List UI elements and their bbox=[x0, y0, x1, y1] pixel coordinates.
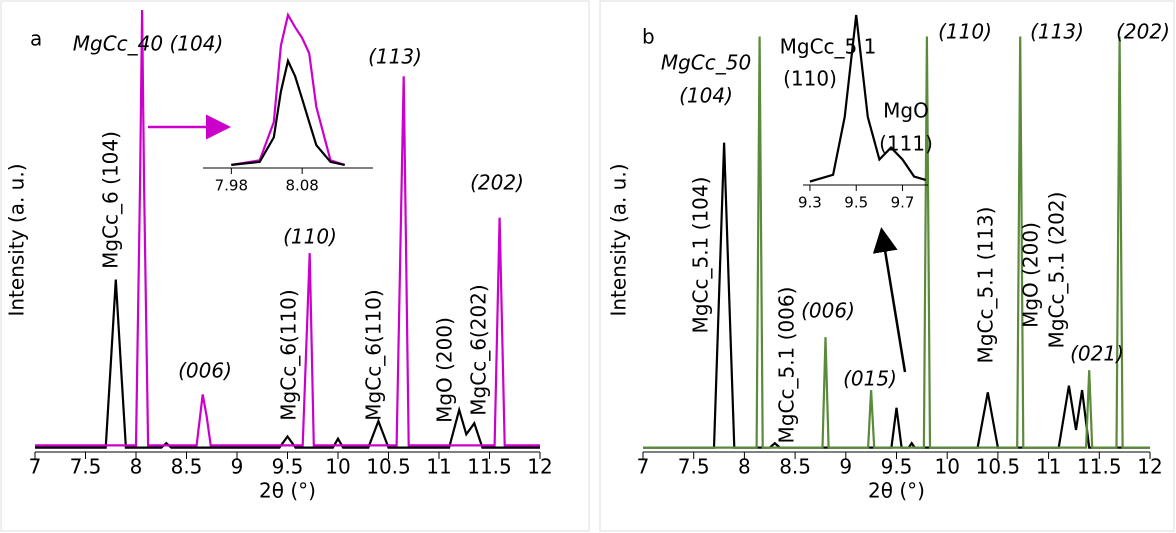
x-tick-label: 12 bbox=[1137, 455, 1162, 479]
x-tick-label: 7.5 bbox=[70, 455, 102, 479]
annotation: MgO bbox=[883, 99, 929, 123]
annotation: MgCc_6(110) bbox=[362, 289, 386, 420]
annotation: (006) bbox=[178, 359, 232, 383]
panel-frame bbox=[0, 0, 590, 532]
x-tick-label: 8.5 bbox=[171, 455, 203, 479]
annotation: MgCc_6(110) bbox=[277, 289, 301, 420]
pattern-line bbox=[35, 9, 540, 447]
annotation: (015) bbox=[843, 367, 897, 391]
arrow bbox=[872, 227, 907, 373]
annotation: MgCc_6 (104) bbox=[99, 131, 123, 269]
annotation: (202) bbox=[1116, 20, 1170, 44]
annotation: MgCc_40 (104) bbox=[73, 32, 224, 56]
annotation: (006) bbox=[801, 299, 855, 323]
x-tick-label: 9 bbox=[839, 455, 852, 479]
pattern-line bbox=[231, 12, 346, 166]
annotation: MgCc_5.1 (113) bbox=[974, 207, 998, 364]
x-tick-label: 9.5 bbox=[272, 455, 304, 479]
x-tick-label: 12 bbox=[527, 455, 552, 479]
x-axis-label: 2θ (°) bbox=[868, 479, 925, 503]
annotation: MgO (200) bbox=[1019, 222, 1043, 328]
x-tick-label: 11.5 bbox=[467, 455, 512, 479]
x-tick-label: 11.5 bbox=[1077, 455, 1122, 479]
annotation: MgCc_5.1 (006) bbox=[775, 287, 799, 444]
annotation: (110) bbox=[283, 225, 337, 249]
inset-tick-label: 7.98 bbox=[215, 177, 248, 195]
x-tick-label: 7.5 bbox=[678, 455, 710, 479]
annotation: MgCc_50 bbox=[661, 51, 751, 75]
x-tick-label: 8 bbox=[738, 455, 751, 479]
annotation: MgO (200) bbox=[433, 317, 457, 423]
inset-tick-label: 9.3 bbox=[798, 194, 822, 212]
x-tick-label: 7 bbox=[29, 455, 42, 479]
pattern-line bbox=[643, 36, 1150, 449]
inset-tick-label: 9.5 bbox=[844, 194, 868, 212]
annotation: MgCc_5.1 (202) bbox=[1045, 192, 1069, 349]
y-axis-label: Intensity (a. u.) bbox=[5, 163, 29, 316]
pattern-line bbox=[643, 142, 1150, 449]
pattern-line bbox=[231, 57, 345, 166]
inset-tick-label: 9.7 bbox=[891, 194, 915, 212]
annotation: (021) bbox=[1070, 342, 1124, 366]
x-tick-label: 10 bbox=[934, 455, 959, 479]
pattern-line bbox=[809, 14, 927, 183]
x-tick-label: 11 bbox=[1036, 455, 1061, 479]
annotation: (113) bbox=[368, 45, 422, 69]
annotation: (202) bbox=[470, 171, 524, 195]
x-tick-label: 7 bbox=[637, 455, 650, 479]
x-tick-label: 9 bbox=[231, 455, 244, 479]
x-axis-label: 2θ (°) bbox=[259, 479, 316, 503]
x-tick-label: 10.5 bbox=[366, 455, 411, 479]
annotation: (113) bbox=[1030, 20, 1084, 44]
annotation: (110) bbox=[783, 67, 837, 91]
pattern-line bbox=[35, 279, 540, 449]
panel-label: b bbox=[642, 25, 655, 49]
x-tick-label: 11 bbox=[426, 455, 451, 479]
y-axis-label: Intensity (a. u.) bbox=[607, 163, 631, 316]
annotation: (111) bbox=[879, 132, 933, 156]
x-tick-label: 9.5 bbox=[881, 455, 913, 479]
annotation: (104) bbox=[679, 84, 733, 108]
annotation: MgCc_5.1 bbox=[780, 35, 877, 59]
annotation: MgCc_5.1 (104) bbox=[689, 177, 713, 334]
x-tick-label: 8.5 bbox=[779, 455, 811, 479]
inset-tick-label: 8.08 bbox=[285, 177, 318, 195]
panel-frame bbox=[599, 0, 1175, 532]
panel-label: a bbox=[30, 27, 42, 51]
x-tick-label: 10.5 bbox=[976, 455, 1021, 479]
annotation: (110) bbox=[938, 20, 992, 44]
annotation: MgCc_6(202) bbox=[467, 284, 491, 415]
x-tick-label: 8 bbox=[130, 455, 143, 479]
x-tick-label: 10 bbox=[325, 455, 350, 479]
